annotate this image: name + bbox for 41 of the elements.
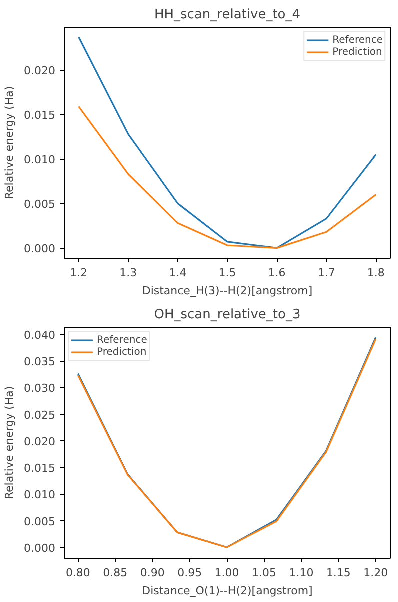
- legend-label: Reference: [332, 34, 383, 46]
- y-tick-label: 0.015: [24, 109, 56, 122]
- x-tick-label: 0.95: [178, 566, 202, 580]
- x-tick-label: 1.05: [252, 566, 277, 580]
- x-tick-label: 1.6: [268, 266, 286, 280]
- x-tick-label: 1.7: [318, 266, 336, 280]
- y-axis-title: Relative energy (Ha): [3, 386, 16, 500]
- chart-title: HH_scan_relative_to_4: [154, 8, 301, 22]
- line-series: [78, 106, 377, 249]
- y-tick-label: 0.030: [24, 382, 56, 396]
- x-tick-label: 1.00: [214, 566, 240, 580]
- legend-label: Prediction: [332, 46, 382, 58]
- x-tick-label: 0.90: [140, 566, 165, 580]
- y-tick-label: 0.025: [24, 408, 56, 422]
- legend-label: Prediction: [97, 346, 147, 358]
- y-tick-label: 0.035: [24, 356, 56, 369]
- x-tick-label: 1.15: [326, 566, 351, 580]
- x-tick-label: 1.4: [169, 266, 187, 280]
- x-axis-title: Distance_H(3)--H(2)[angstrom]: [142, 284, 313, 298]
- y-tick-label: 0.015: [24, 462, 56, 476]
- y-tick-label: 0.000: [24, 242, 56, 256]
- y-tick-label: 0.005: [24, 198, 56, 212]
- y-tick-label: 0.040: [24, 328, 56, 342]
- x-tick-label: 0.85: [103, 566, 128, 580]
- y-tick-label: 0.010: [24, 154, 56, 167]
- x-tick-label: 1.8: [367, 266, 385, 280]
- x-tick-label: 0.80: [66, 566, 90, 580]
- x-tick-label: 1.5: [218, 266, 236, 280]
- x-tick-label: 1.2: [70, 266, 88, 280]
- y-tick-label: 0.020: [24, 435, 56, 448]
- y-tick-label: 0.010: [24, 488, 56, 502]
- x-tick-label: 1.20: [364, 566, 388, 580]
- x-axis-title: Distance_O(1)--H(2)[angstrom]: [142, 584, 313, 598]
- y-tick-label: 0.005: [24, 515, 56, 528]
- legend-label: Reference: [97, 334, 148, 346]
- y-tick-label: 0.000: [24, 542, 56, 555]
- x-tick-label: 1.3: [120, 266, 138, 280]
- chart-title: OH_scan_relative_to_3: [154, 308, 301, 322]
- y-tick-label: 0.020: [24, 64, 56, 78]
- y-axis-title: Relative energy (Ha): [3, 86, 16, 200]
- x-tick-label: 1.10: [289, 566, 314, 580]
